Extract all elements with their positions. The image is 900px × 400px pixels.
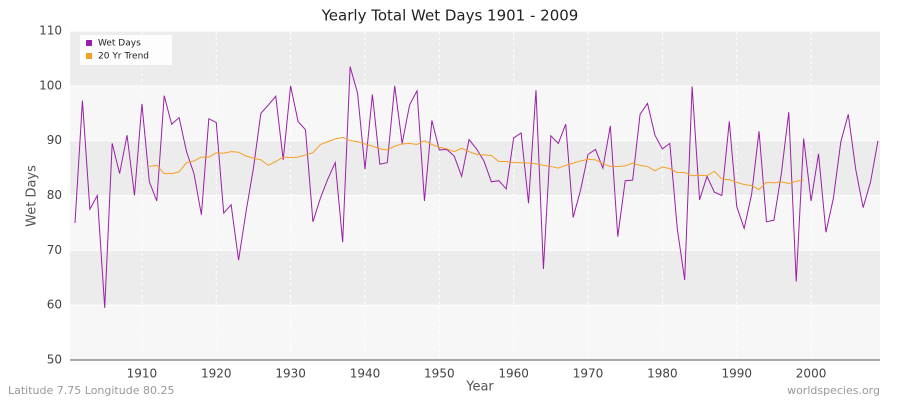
y-tick-label: 50 [47,353,62,367]
y-tick-label: 100 [39,78,62,92]
legend-box [80,35,172,65]
x-tick-label: 1910 [127,367,158,381]
y-tick-label: 70 [47,243,62,257]
series-line [149,136,804,191]
x-tick-label: 2000 [796,367,827,381]
series-line [74,66,879,308]
y-axis-label: Wet Days [25,165,40,227]
legend-swatch [86,53,92,59]
y-tick-label: 60 [47,298,62,312]
x-tick-label: 1980 [647,367,678,381]
x-tick-label: 1920 [201,367,232,381]
grid-band [70,31,880,86]
y-tick-label: 110 [39,24,62,38]
footer-right: worldspecies.org [787,384,880,397]
footer-left: Latitude 7.75 Longitude 80.25 [8,384,174,397]
x-tick-label: 1950 [424,367,455,381]
x-tick-label: 1940 [350,367,381,381]
legend-label: 20 Yr Trend [98,52,149,62]
grid-band [70,250,880,306]
grid-band [70,140,880,196]
legend-label: Wet Days [98,39,141,49]
y-tick-label: 90 [47,133,62,147]
x-tick-label: 1930 [275,367,306,381]
x-tick-label: 1970 [573,367,604,381]
x-tick-label: 1990 [721,367,752,381]
legend-swatch [86,40,92,46]
chart-title: Yearly Total Wet Days 1901 - 2009 [321,7,579,25]
legend: Wet Days 20 Yr Trend [80,35,172,65]
x-axis-label: Year [465,380,494,395]
y-tick-label: 80 [47,188,62,202]
x-tick-label: 1960 [498,367,529,381]
